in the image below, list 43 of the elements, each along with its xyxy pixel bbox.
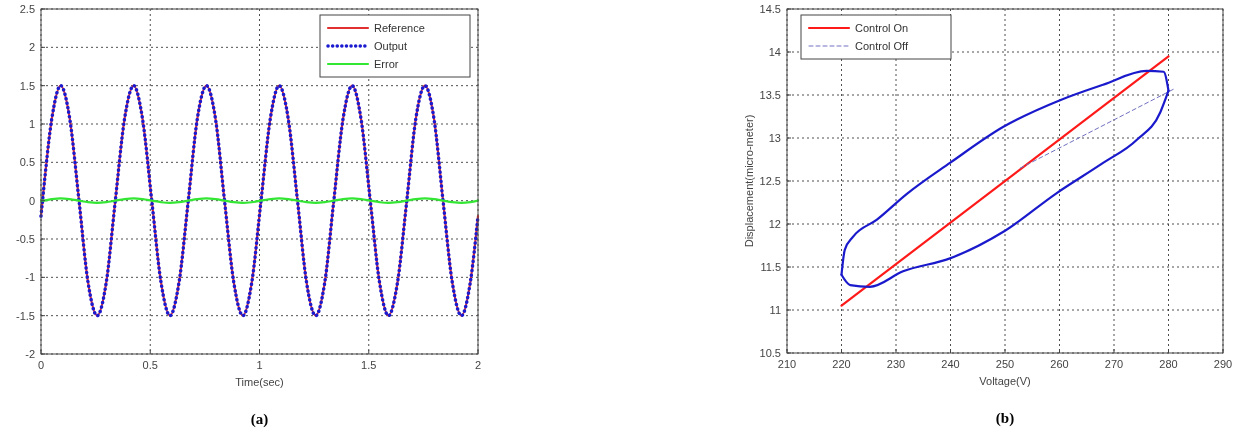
y-tick-label: 11.5: [760, 261, 781, 273]
x-tick-label: 260: [1050, 358, 1069, 370]
legend-label: Control On: [855, 22, 909, 34]
y-tick-label: 14.5: [759, 3, 781, 15]
y-tick-label: -2: [25, 348, 35, 360]
x-tick-label: 280: [1159, 358, 1178, 370]
y-tick-label: 13: [768, 132, 781, 144]
x-tick-label: 1.5: [361, 359, 377, 371]
x-tick-label: 210: [777, 358, 797, 370]
x-axis-title: Voltage(V): [979, 375, 1031, 387]
y-tick-label: -0.5: [16, 233, 35, 245]
text: (b): [995, 410, 1015, 427]
y-tick-label: 1: [28, 118, 35, 130]
y-tick-label: 12: [768, 218, 781, 230]
text: (a): [250, 411, 269, 428]
y-tick-label: -1.5: [16, 309, 35, 322]
y-tick-label: 12.5: [759, 175, 781, 187]
legend-label: Error: [374, 58, 399, 70]
x-axis-title: Time(sec): [235, 376, 284, 388]
y-axis-title: Displacement(micro-meter): [743, 114, 755, 248]
x-tick-label: 220: [832, 358, 851, 370]
y-tick-label: 2.5: [19, 3, 35, 15]
y-tick-label: 2: [28, 41, 35, 54]
x-tick-label: 230: [886, 358, 906, 370]
legend-label: Control Off: [855, 40, 909, 52]
y-tick-label: 11: [769, 304, 781, 316]
x-tick-label: 290: [1213, 358, 1233, 370]
y-tick-label: 0.5: [19, 156, 35, 169]
x-tick-label: 1: [256, 359, 263, 371]
x-tick-label: 0.5: [142, 359, 158, 371]
x-tick-label: 240: [941, 358, 960, 370]
y-tick-label: 14: [768, 46, 781, 58]
y-tick-label: -1: [25, 271, 35, 284]
y-tick-label: 10.5: [759, 347, 781, 359]
y-tick-label: 0: [28, 194, 35, 207]
legend-label: Reference: [374, 22, 425, 34]
legend-label: Output: [374, 40, 408, 52]
y-tick-label: 1.5: [19, 79, 35, 92]
y-tick-label: 13.5: [759, 89, 781, 101]
x-tick-label: 270: [1104, 358, 1124, 370]
x-tick-label: 0: [37, 359, 45, 371]
x-tick-label: 2: [474, 359, 482, 371]
x-tick-label: 250: [995, 358, 1015, 370]
